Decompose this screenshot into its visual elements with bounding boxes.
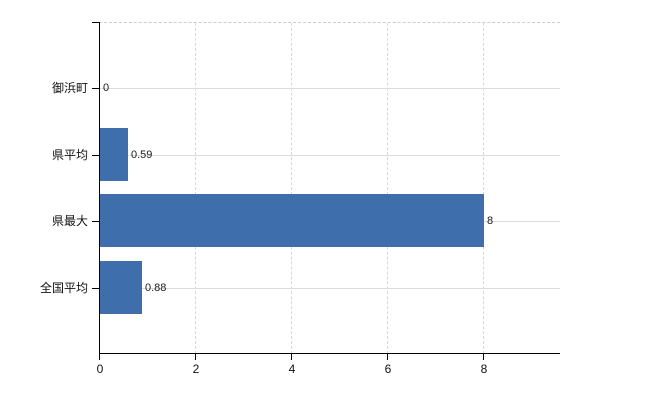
- y-axis-tick: [92, 88, 99, 89]
- y-axis-tick: [92, 288, 99, 289]
- bar-県最大: [100, 194, 484, 247]
- y-axis-line: [99, 22, 100, 354]
- category-label: 全国平均: [39, 281, 88, 295]
- bar-value-label: 0.59: [131, 149, 153, 161]
- bar-全国平均: [100, 261, 142, 314]
- x-axis-tick: [387, 354, 388, 360]
- x-axis-tick: [195, 354, 196, 360]
- category-label: 県平均: [51, 148, 88, 162]
- x-axis-tick: [291, 354, 292, 360]
- y-axis-top-tick: [92, 22, 99, 23]
- bar-value-label: 0: [103, 82, 110, 94]
- x-axis-tick: [99, 354, 100, 360]
- plot-top-border: [99, 22, 560, 23]
- x-axis-line: [99, 353, 560, 354]
- category-label: 御浜町: [51, 81, 88, 95]
- x-tick-label: 2: [192, 362, 200, 376]
- x-tick-label: 0: [96, 362, 104, 376]
- y-axis-tick: [92, 221, 99, 222]
- vertical-gridline: [387, 23, 388, 354]
- vertical-gridline: [483, 23, 484, 354]
- x-tick-label: 6: [384, 362, 392, 376]
- horizontal-gridline: [99, 288, 560, 289]
- bar-value-label: 8: [487, 215, 494, 227]
- horizontal-gridline: [99, 88, 560, 89]
- x-tick-label: 8: [480, 362, 488, 376]
- bar-県平均: [100, 128, 128, 181]
- bar-value-label: 0.88: [145, 282, 167, 294]
- horizontal-gridline: [99, 155, 560, 156]
- y-axis-tick: [92, 155, 99, 156]
- category-label: 県最大: [51, 214, 88, 228]
- x-tick-label: 4: [288, 362, 296, 376]
- vertical-gridline: [195, 23, 196, 354]
- vertical-gridline: [291, 23, 292, 354]
- x-axis-tick: [483, 354, 484, 360]
- plot-area: 御浜町県平均県最大全国平均 0 2 4 6 8 0 0.59 8 0.88: [40, 22, 560, 376]
